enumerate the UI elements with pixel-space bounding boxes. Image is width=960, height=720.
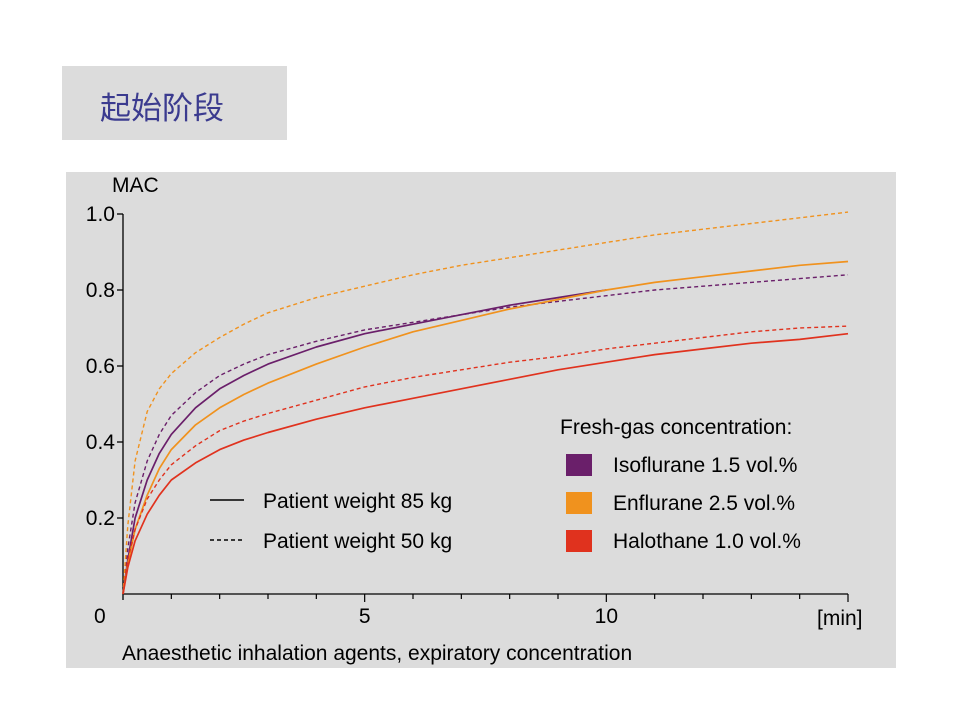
y-tick-label: 1.0 [86,203,115,226]
legend-label-85kg: Patient weight 85 kg [263,490,452,513]
x-unit-label: [min] [817,607,863,630]
chart-axes: 0.2 0.4 0.6 0.8 1.0 5 10 [86,203,849,628]
legend-title: Fresh-gas concentration: [560,416,792,439]
series-line-halothane-85kg [122,332,849,595]
legend-swatch-halothane [566,530,592,552]
legend-label-isoflurane: Isoflurane 1.5 vol.% [613,454,797,477]
series-line-enflurane-85kg [122,260,849,595]
x-tick-label: 5 [359,605,371,628]
legend-label-enflurane: Enflurane 2.5 vol.% [613,492,795,515]
legend-swatch-isoflurane [566,454,592,476]
chart-legend: Fresh-gas concentration: Isoflurane 1.5 … [210,416,801,553]
chart-labels: MAC 0 [min] Anaesthetic inhalation agent… [94,174,863,665]
y-tick-label: 0.4 [86,431,116,454]
y-tick-label: 0.8 [86,279,115,302]
slide-title: 起始阶段 [100,91,224,127]
legend-label-50kg: Patient weight 50 kg [263,530,452,553]
slide-title-box: 起始阶段 [62,66,287,140]
series-line-isoflurane-50kg [122,274,849,595]
chart-series-lines [122,211,849,595]
y-axis-label: MAC [112,174,159,197]
x-axis-label: Anaesthetic inhalation agents, expirator… [122,642,632,665]
x-origin-label: 0 [94,605,106,628]
series-line-enflurane-50kg [122,211,849,595]
series-line-isoflurane-85kg [122,289,607,595]
y-tick-label: 0.2 [86,507,115,530]
mac-line-chart: 0.2 0.4 0.6 0.8 1.0 5 10 MAC 0 [min] Anaesthet… [86,174,863,665]
y-tick-label: 0.6 [86,355,115,378]
legend-swatch-enflurane [566,492,592,514]
chart-panel: 0.2 0.4 0.6 0.8 1.0 5 10 MAC 0 [min] Anaesthet… [66,172,896,668]
legend-label-halothane: Halothane 1.0 vol.% [613,530,801,553]
x-tick-label: 10 [595,605,618,628]
